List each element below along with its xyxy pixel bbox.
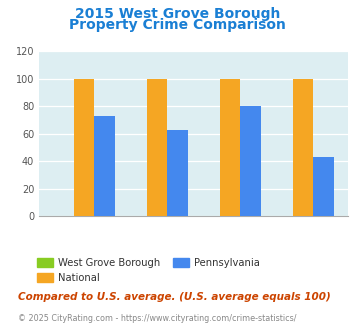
Bar (73, 79, 94, 216)
Bar (220, 79, 240, 216)
Bar (94, 116, 115, 216)
Text: Property Crime Comparison: Property Crime Comparison (69, 18, 286, 32)
Legend: West Grove Borough, National, Pennsylvania: West Grove Borough, National, Pennsylvan… (33, 254, 263, 287)
Text: © 2025 CityRating.com - https://www.cityrating.com/crime-statistics/: © 2025 CityRating.com - https://www.city… (18, 314, 296, 323)
Bar (293, 79, 313, 216)
Bar (313, 157, 334, 216)
Bar (240, 106, 261, 216)
Text: Compared to U.S. average. (U.S. average equals 100): Compared to U.S. average. (U.S. average … (18, 292, 331, 302)
Bar (147, 79, 167, 216)
Text: 2015 West Grove Borough: 2015 West Grove Borough (75, 7, 280, 21)
Bar (167, 130, 188, 216)
